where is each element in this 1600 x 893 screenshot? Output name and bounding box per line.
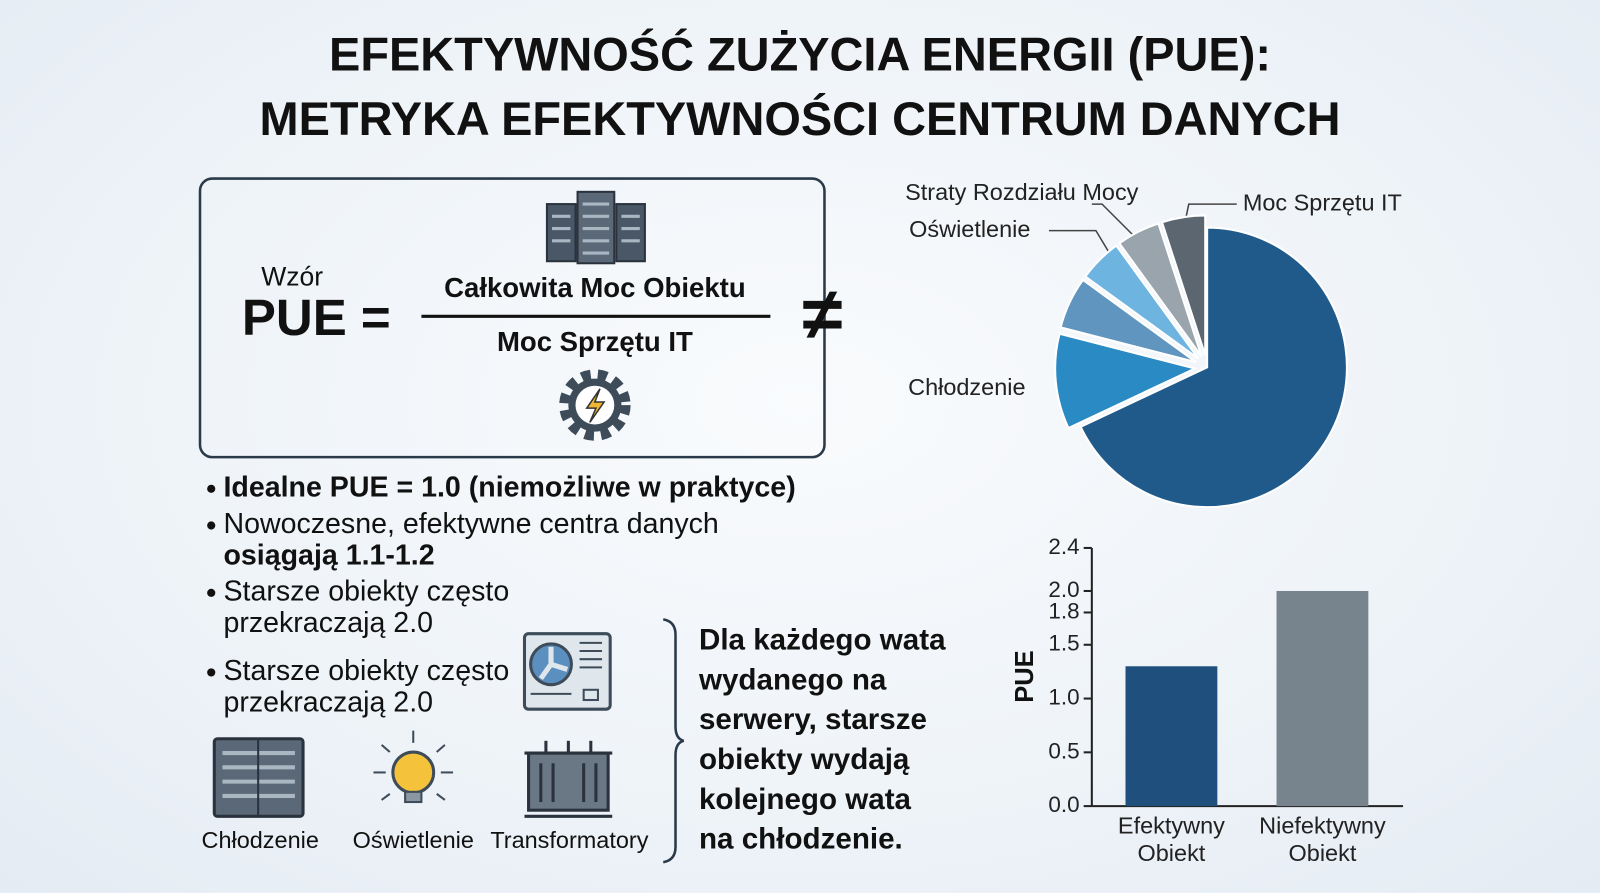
- server-icon: [545, 190, 646, 265]
- y-tick-label: 1.5: [1048, 631, 1079, 656]
- callout-line: obiekty wydają: [699, 743, 910, 776]
- callout: Dla każdego wata wydanego na serwery, star…: [698, 624, 946, 856]
- bullet-text: Nowoczesne, efektywne centra danych: [223, 508, 718, 540]
- bullet-text: osiągają 1.1-1.2: [223, 540, 434, 572]
- pie-label: Chłodzenie: [908, 374, 1025, 400]
- formula-label: Wzór: [261, 262, 323, 292]
- not-equal: ≠: [802, 272, 842, 355]
- bar: [1276, 590, 1369, 807]
- formula-lhs: PUE =: [242, 289, 391, 346]
- bullet-text: przekraczają 2.0: [223, 687, 433, 719]
- bullet-text: Idealne PUE = 1.0 (niemożliwe w praktyce…: [223, 471, 795, 503]
- pie-label: Straty Rozdziału Mocy: [905, 179, 1139, 205]
- title: EFEKTYWNOŚĆ ZUŻYCIA ENERGII (PUE):: [329, 29, 1271, 81]
- title: METRYKA EFEKTYWNOŚCI CENTRUM DANYCH: [260, 93, 1341, 145]
- gear-icon: [559, 369, 631, 441]
- callout-line: kolejnego wata: [699, 783, 912, 816]
- callout-line: serwery, starsze: [699, 703, 927, 736]
- y-tick-label: 0.0: [1048, 792, 1079, 817]
- bullet-list: Idealne PUE = 1.0 (niemożliwe w praktyce…: [207, 471, 796, 719]
- pie-label: Oświetlenie: [909, 216, 1030, 242]
- bar: [1125, 666, 1218, 807]
- pie-slice: [1117, 222, 1203, 358]
- x-tick-label: Niefektywny Obiekt: [1259, 812, 1386, 867]
- icon-label: Chłodzenie: [202, 827, 319, 853]
- icon-label: Oświetlenie: [353, 827, 474, 853]
- y-tick-label: 2.0: [1048, 577, 1079, 602]
- pie-slice: [1054, 332, 1198, 430]
- bullet-text: Starsze obiekty często: [223, 655, 509, 687]
- pie-slice: [1160, 214, 1207, 356]
- formula-denominator: Moc Sprzętu IT: [497, 326, 693, 357]
- callout-line: na chłodzenie.: [699, 823, 903, 856]
- callout-line: wydanego na: [698, 663, 887, 696]
- brace: [662, 618, 685, 864]
- pie-label: Moc Sprzętu IT: [1243, 189, 1402, 215]
- pie-slice: [1059, 278, 1197, 364]
- y-tick-label: 1.0: [1048, 684, 1079, 709]
- ac-icon: [522, 632, 612, 711]
- bar-chart: 0.0 0.5 1.0 1.5 1.82.0 2.4 PUE: [1011, 534, 1404, 817]
- callout-line: Dla każdego wata: [699, 624, 946, 657]
- bullet-text: przekraczają 2.0: [223, 607, 433, 639]
- transformer-icon: [524, 740, 613, 818]
- icon-label: Transformatory: [490, 827, 648, 853]
- y-tick-label: 1.8: [1048, 598, 1079, 623]
- y-tick-label: 0.5: [1048, 738, 1079, 763]
- pie-slice: [1079, 226, 1348, 509]
- bullet-text: Starsze obiekty często: [223, 575, 509, 607]
- formula-box: [198, 177, 826, 459]
- bulb-icon: [373, 730, 454, 804]
- pie-slice: [1083, 244, 1200, 360]
- formula-numerator: Całkowita Moc Obiektu: [444, 272, 746, 303]
- server-icon: [212, 737, 305, 818]
- y-axis-label: PUE: [1011, 650, 1039, 702]
- pie-chart: Chłodzenie Oświetlenie Straty Rozdziału Mo…: [905, 179, 1402, 509]
- x-tick-label: Efektywny Obiekt: [1117, 812, 1225, 867]
- y-tick-label: 2.4: [1048, 534, 1079, 559]
